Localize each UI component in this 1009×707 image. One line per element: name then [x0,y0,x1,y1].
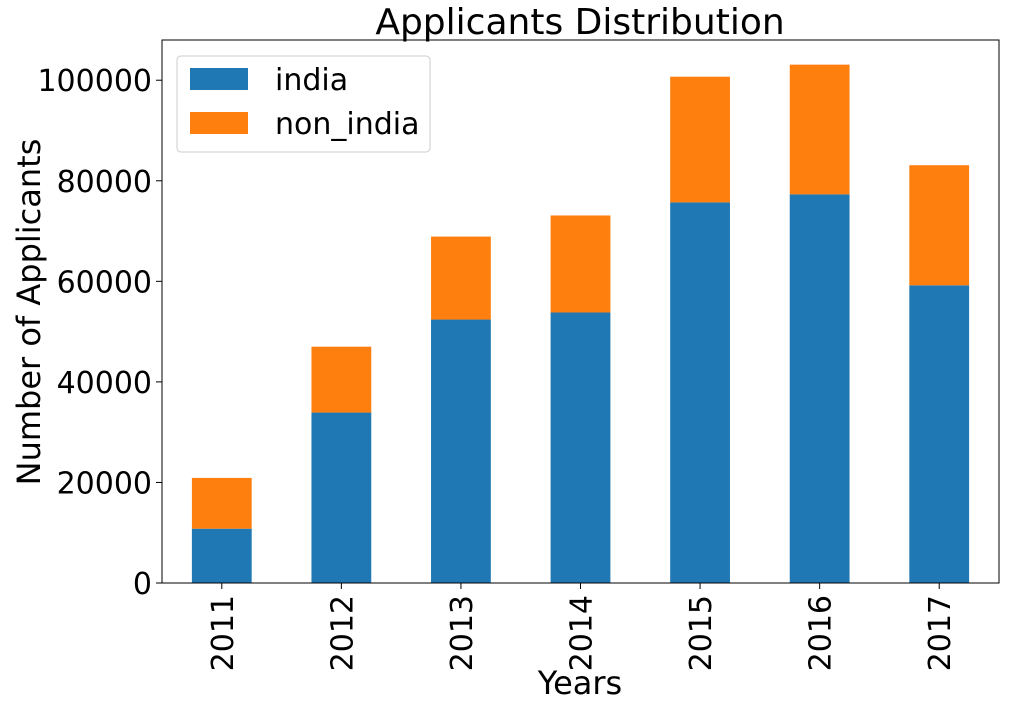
legend-swatch-non_india [190,112,248,134]
legend-swatch-india [190,68,248,90]
x-ticks-group: 2011 2012 2013 2014 2015 2016 2017 [206,583,958,671]
legend-label-india: india [275,63,348,98]
x-tick-label: 2014 [565,595,600,671]
y-tick-label: 60000 [57,265,152,300]
bar-india-2014 [550,312,611,583]
x-tick-label: 2015 [684,595,719,671]
x-tick-label: 2012 [325,595,360,671]
bar-non_india-2011 [191,477,252,529]
bar-india-2013 [431,319,491,583]
bars-group [191,64,970,583]
y-tick-label: 40000 [57,366,152,401]
x-axis-label: Years [537,664,622,702]
y-tick-label: 100000 [37,64,152,99]
bar-non_india-2014 [550,215,611,313]
y-tick-label: 80000 [57,165,152,200]
bar-non_india-2015 [670,76,730,203]
bar-india-2017 [909,285,970,583]
legend-label-non_india: non_india [275,107,420,142]
y-tick-label: 0 [133,567,152,602]
bar-non_india-2017 [909,165,970,286]
bar-india-2016 [789,194,850,583]
y-axis-label: Number of Applicants [10,139,48,486]
bar-non_india-2013 [431,236,491,320]
x-tick-label: 2017 [923,595,958,671]
chart-title: Applicants Distribution [375,2,784,43]
bar-non_india-2012 [311,346,372,413]
x-tick-label: 2013 [445,595,480,671]
y-tick-label: 20000 [57,466,152,501]
bar-india-2012 [311,412,372,583]
bar-india-2015 [670,202,730,583]
bar-non_india-2016 [789,64,850,195]
legend: india non_india [176,55,431,153]
y-ticks-group: 0 20000 40000 60000 80000 100000 [37,64,162,602]
plot-frame [161,39,1000,584]
x-tick-label: 2016 [804,595,839,671]
x-tick-label: 2011 [206,595,241,671]
bar-india-2011 [191,528,252,583]
